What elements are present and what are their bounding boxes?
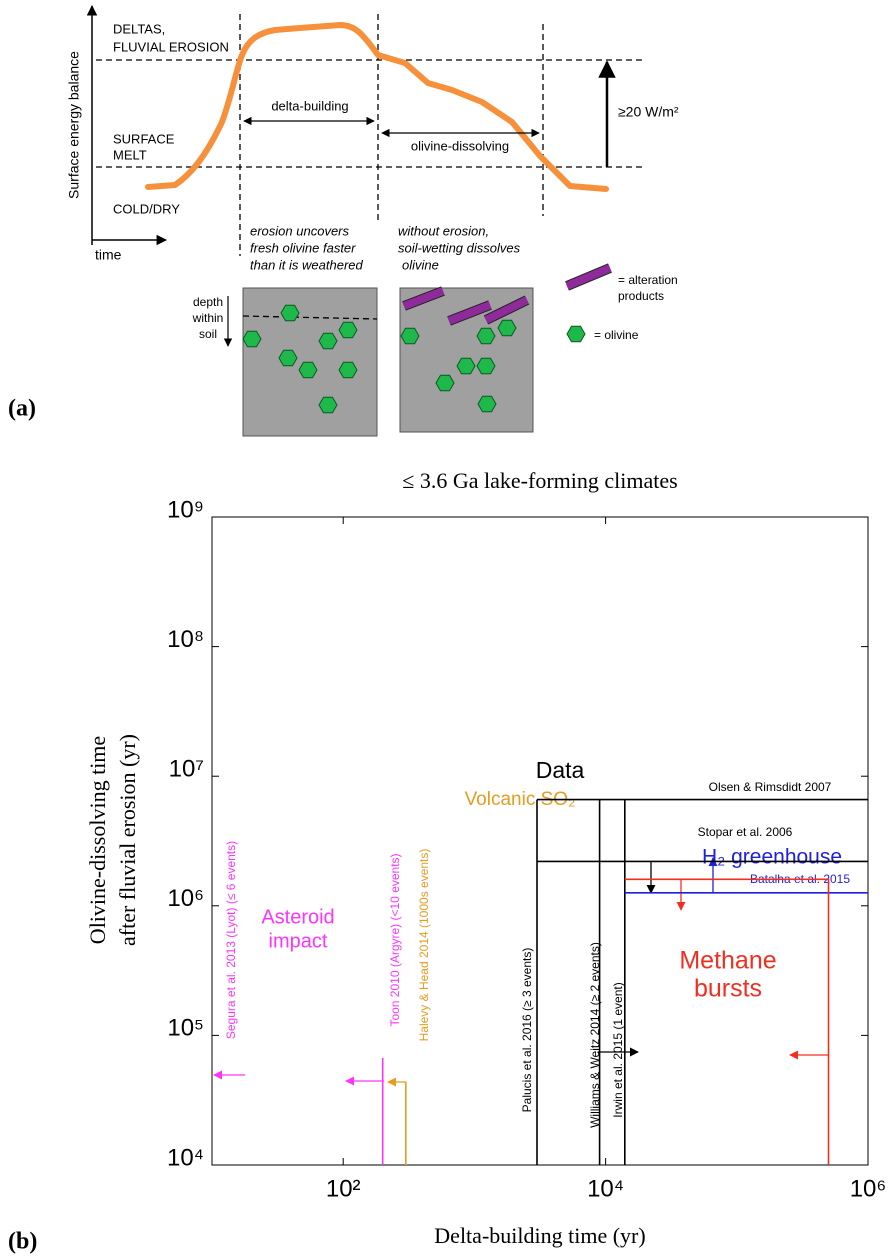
olivine-grain — [338, 321, 358, 339]
olivine-grain — [278, 349, 298, 367]
series-label: Toon 2010 (Argyre) (<10 events) — [388, 853, 402, 1026]
x-tick-label: 10⁴ — [587, 1175, 624, 1202]
level-label: MELT — [113, 147, 147, 162]
y-tick-label: 10⁷ — [169, 756, 204, 783]
note: soil-wetting dissolves — [398, 240, 521, 255]
phase-label: olivine-dissolving — [411, 138, 509, 153]
series-label: Stopar et al. 2006 — [698, 825, 793, 839]
series-label: Olsen & Rimsdidt 2007 — [709, 780, 832, 794]
depth-label: depth — [193, 295, 223, 309]
note: erosion uncovers — [250, 223, 349, 238]
olivine-grain — [280, 304, 300, 322]
olivine-grain — [435, 374, 455, 392]
series-label: Williams & Weitz 2014 (≥ 2 events) — [588, 942, 602, 1128]
olivine-grain — [298, 361, 318, 379]
series-label: Irwin et al. 2015 (1 event) — [611, 982, 625, 1117]
note: olivine — [402, 257, 439, 272]
olivine-grain — [497, 319, 517, 337]
level-label: DELTAS, — [113, 21, 165, 36]
note: fresh olivine faster — [250, 240, 356, 255]
y-axis-title: Olivine-dissolving time — [85, 736, 110, 944]
legend-label: = olivine — [594, 328, 639, 342]
series-line — [624, 878, 830, 1165]
olivine-grain — [566, 325, 586, 343]
y-tick-label: 10⁴ — [167, 1144, 204, 1171]
series-label: Halevy & Head 2014 (1000s events) — [417, 849, 431, 1042]
level-label: SURFACE — [113, 131, 175, 146]
annotation: bursts — [694, 975, 762, 1003]
x-axis-label: time — [95, 247, 122, 263]
note: than it is weathered — [250, 257, 364, 272]
legend-label: = alteration — [618, 273, 678, 287]
annotation: Data — [536, 757, 585, 783]
alteration-bar — [565, 264, 612, 290]
depth-label: soil — [199, 327, 217, 341]
x-axis-title: Delta-building time (yr) — [434, 1223, 645, 1248]
annotation: Methane — [679, 947, 776, 975]
y-axis-title: after fluvial erosion (yr) — [115, 734, 140, 946]
olivine-grain — [318, 396, 338, 414]
annotation: Segura et al. 2013 (Lyot) (≤ 6 events) — [224, 841, 238, 1039]
phase-label: delta-building — [271, 98, 348, 113]
depth-label: within — [192, 311, 224, 325]
olivine-grain — [400, 327, 420, 345]
olivine-grain — [476, 327, 496, 345]
olivine-grain — [476, 357, 496, 375]
x-tick-label: 10² — [326, 1175, 361, 1202]
olivine-grain — [477, 395, 497, 413]
y-tick-label: 10⁶ — [167, 885, 204, 912]
y-axis-label: Surface energy balance — [66, 51, 82, 199]
plot-frame — [211, 516, 869, 1166]
alteration-bar — [402, 287, 445, 310]
panel-b: ≤ 3.6 Ga lake-forming climates Delta-bui… — [8, 468, 886, 1254]
olivine-grain — [338, 361, 358, 379]
x-tick-label: 10⁶ — [850, 1175, 887, 1202]
chart-title: ≤ 3.6 Ga lake-forming climates — [402, 468, 677, 493]
y-tick-label: 10⁹ — [167, 496, 204, 523]
alteration-bar — [447, 301, 492, 325]
annotation: H₂ greenhouse — [702, 846, 842, 869]
panel-a: Surface energy balance time DELTAS, FLUV… — [8, 4, 679, 437]
annotation: Asteroid — [261, 906, 334, 928]
level-label: COLD/DRY — [113, 201, 180, 216]
level-label: FLUVIAL EROSION — [113, 39, 229, 54]
panel-label: (b) — [8, 1229, 37, 1255]
annotation: impact — [269, 930, 328, 952]
panel-label: (a) — [8, 396, 36, 422]
annotation: Volcanic SO₂ — [465, 789, 576, 810]
energy-curve — [145, 22, 609, 192]
alteration-bar — [484, 296, 529, 324]
note: without erosion, — [398, 223, 489, 238]
olivine-grain — [456, 357, 476, 375]
y-tick-label: 10⁵ — [167, 1015, 204, 1042]
series-label: Palucis et al. 2016 (≥ 3 events) — [520, 948, 534, 1113]
olivine-grain — [318, 332, 338, 350]
legend-label: products — [618, 289, 664, 303]
gap-label: ≥20 W/m² — [618, 104, 679, 120]
olivine-grain — [242, 330, 262, 348]
hexagons — [242, 263, 612, 414]
erosion-line — [242, 315, 378, 320]
y-tick-label: 10⁸ — [167, 626, 204, 653]
